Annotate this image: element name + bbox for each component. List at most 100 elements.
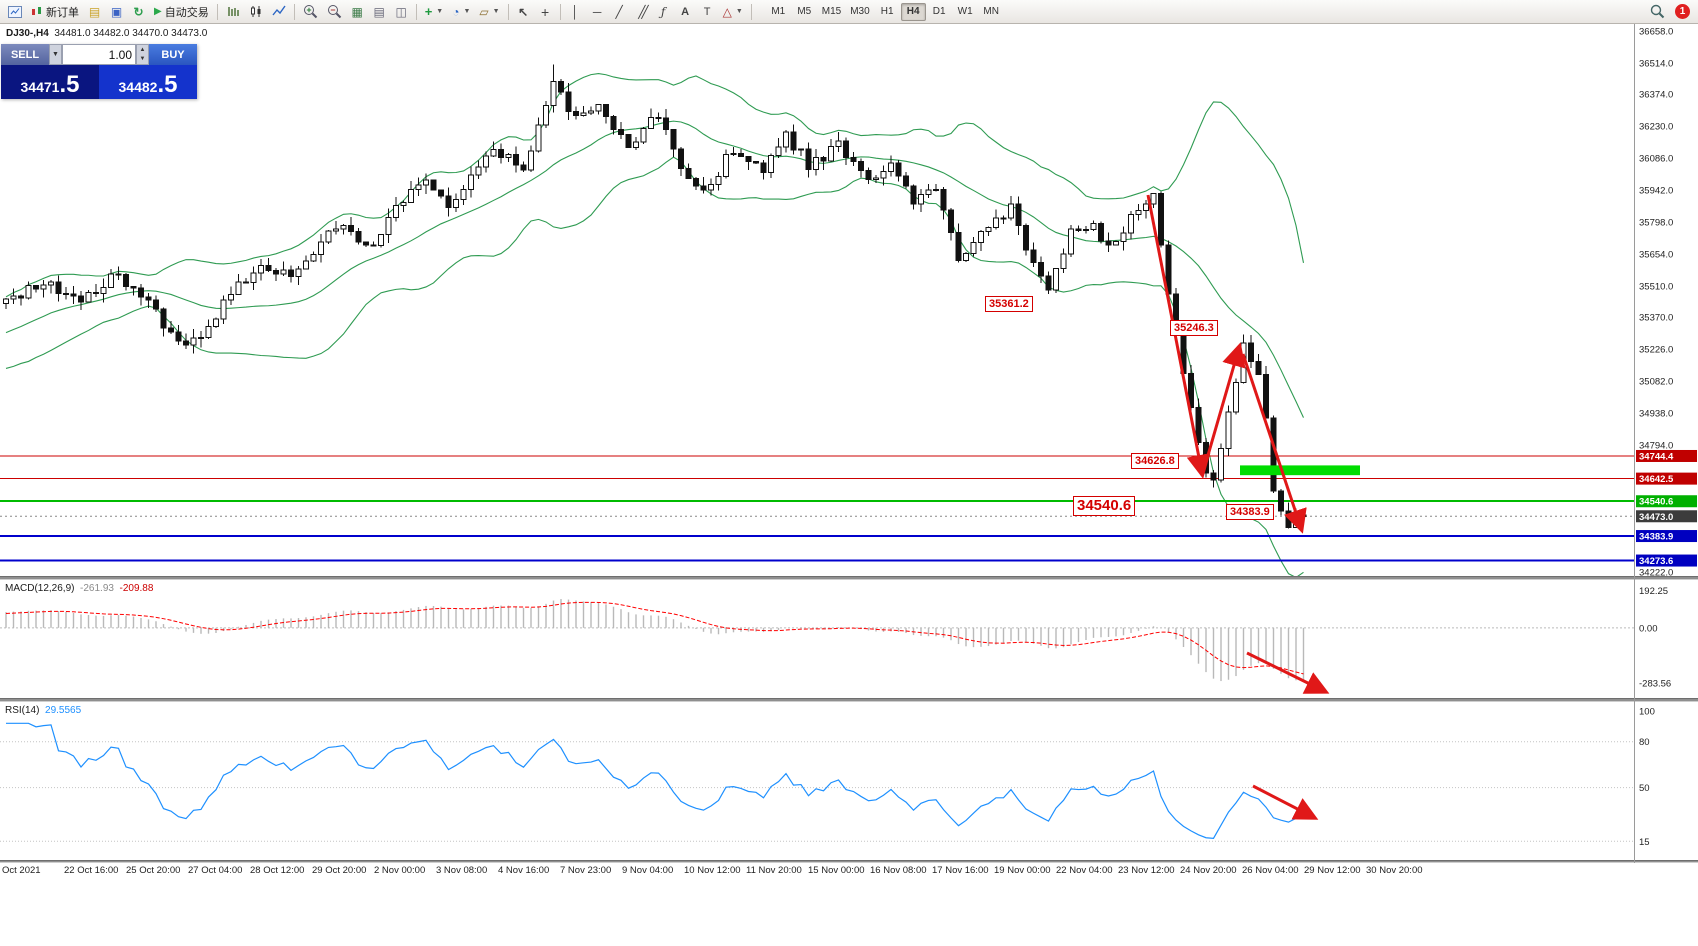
- zoom-out-icon[interactable]: [323, 2, 346, 22]
- main-chart-canvas[interactable]: 36658.0 36514.0 36374.0 36230.0 36086.0 35942…: [0, 24, 1698, 576]
- price-level-label: 34540.6: [1639, 497, 1673, 508]
- sell-button[interactable]: SELL: [1, 44, 49, 65]
- refresh-icon[interactable]: ↻: [133, 4, 144, 19]
- channel-icon[interactable]: ╱╱: [638, 4, 648, 19]
- candle-body: [318, 241, 324, 255]
- price-annotation[interactable]: 35361.2: [985, 296, 1033, 312]
- candle-body: [1225, 411, 1232, 450]
- trend-arrow[interactable]: [1252, 784, 1319, 820]
- time-label: 26 Nov 04:00: [1242, 865, 1299, 876]
- trendline-icon[interactable]: ╱: [615, 4, 623, 19]
- candle-body: [333, 228, 339, 232]
- autotrade-button[interactable]: ▶ 自动交易: [150, 2, 213, 22]
- candlestick-chart-icon[interactable]: [245, 2, 267, 22]
- candle-body: [108, 273, 114, 288]
- volume-input[interactable]: [62, 44, 136, 65]
- macd-label: MACD(12,26,9): [5, 583, 75, 594]
- notification-badge[interactable]: 1: [1675, 4, 1690, 19]
- chart-menu-icon[interactable]: [4, 2, 26, 22]
- text-tool-icon[interactable]: A: [681, 5, 690, 18]
- timeframe-m15[interactable]: M15: [821, 6, 842, 17]
- candle-body: [85, 291, 92, 303]
- templates-button[interactable]: ▱ ▼: [479, 4, 500, 19]
- zoom-in-icon[interactable]: [299, 2, 322, 22]
- volume-up-icon[interactable]: ▲: [139, 46, 146, 53]
- new-order-button[interactable]: 新订单: [27, 2, 83, 22]
- volume-down-icon[interactable]: ▼: [139, 56, 146, 63]
- buy-price[interactable]: 34482.5: [99, 65, 197, 99]
- timeframe-mn[interactable]: MN: [983, 6, 999, 17]
- price-annotation[interactable]: 34540.6: [1073, 496, 1136, 516]
- search-icon[interactable]: [1646, 2, 1669, 22]
- trend-arrow[interactable]: [1246, 651, 1330, 694]
- line-chart-icon[interactable]: [268, 2, 290, 22]
- bars-chart-icon[interactable]: [222, 2, 244, 22]
- sell-price[interactable]: 34471.5: [1, 65, 99, 99]
- macd-header: MACD(12,26,9) -261.93 -209.88: [5, 583, 153, 594]
- data-window-icon[interactable]: ▤: [373, 4, 385, 19]
- panel-separator[interactable]: [0, 698, 1698, 702]
- vertical-line-icon[interactable]: │: [571, 4, 579, 19]
- timeframe-m5[interactable]: M5: [797, 6, 812, 17]
- timeframe-d1[interactable]: D1: [932, 6, 946, 17]
- candle-body: [738, 152, 744, 157]
- candle-body: [963, 252, 969, 262]
- rsi-panel-canvas[interactable]: 100 80 50 15: [0, 702, 1698, 860]
- candle-body: [865, 170, 872, 180]
- candle-body: [415, 184, 422, 190]
- candle-body: [1233, 381, 1239, 413]
- candle-body: [385, 216, 392, 235]
- shapes-icon[interactable]: △ ▼: [722, 4, 743, 19]
- time-label: 22 Oct 16:00: [64, 865, 119, 876]
- candle-body: [760, 162, 767, 173]
- tile-windows-icon[interactable]: ▦: [351, 4, 363, 19]
- candle-body: [475, 166, 482, 176]
- timeframe-h4[interactable]: H4: [900, 2, 926, 21]
- candle-body: [648, 117, 654, 130]
- cursor-icon[interactable]: ↖: [518, 4, 529, 19]
- candle-body: [850, 157, 857, 162]
- price-annotation[interactable]: 34626.8: [1131, 453, 1179, 469]
- candle-body: [993, 217, 999, 228]
- price-level-label-bg: [1636, 510, 1697, 523]
- price-levels[interactable]: [0, 455, 1634, 562]
- timeframe-w1[interactable]: W1: [957, 6, 973, 17]
- candle-body: [820, 156, 827, 162]
- period-selector-button[interactable]: ◔ ▼: [452, 4, 471, 19]
- highlight-zone[interactable]: [1240, 465, 1360, 476]
- timeframe-h1[interactable]: H1: [880, 6, 894, 17]
- chart-area: 36658.0 36514.0 36374.0 36230.0 36086.0 35942…: [0, 24, 1698, 946]
- timeframe-m30[interactable]: M30: [850, 6, 870, 17]
- price-annotation[interactable]: 34383.9: [1226, 504, 1274, 520]
- candle-body: [78, 295, 84, 303]
- volume-stepper[interactable]: ▲ ▼: [136, 44, 149, 65]
- candle-body: [63, 292, 69, 295]
- label-tool-icon[interactable]: T: [703, 5, 711, 18]
- market-icon[interactable]: ▤: [88, 4, 101, 19]
- crosshair-icon[interactable]: +: [541, 3, 550, 20]
- candle-body: [768, 155, 774, 173]
- time-label: 7 Nov 23:00: [560, 865, 612, 876]
- rsi-label: RSI(14): [5, 705, 40, 716]
- candle-body: [843, 140, 849, 159]
- buy-button[interactable]: BUY: [149, 44, 197, 65]
- time-axis[interactable]: Oct 2021 22 Oct 16:00 25 Oct 20:00 27 Oct 0…: [0, 865, 1634, 883]
- new-order-icon: [32, 6, 41, 15]
- macd-histogram: [5, 599, 1305, 682]
- macd-panel-canvas[interactable]: 192.25 0.00 -283.56: [0, 580, 1698, 698]
- candle-body: [160, 308, 167, 329]
- panel-separator[interactable]: [0, 576, 1698, 580]
- timeframe-m1[interactable]: M1: [771, 6, 786, 17]
- sell-dropdown-icon[interactable]: ▼: [49, 44, 62, 65]
- new-chart-button[interactable]: + ▼: [424, 4, 444, 19]
- navigator-icon[interactable]: ◫: [395, 4, 407, 19]
- signals-icon[interactable]: ▣: [110, 4, 123, 19]
- symbol-info: DJ30-,H4 34481.0 34482.0 34470.0 34473.0: [6, 28, 207, 39]
- horizontal-line-icon[interactable]: ─: [592, 4, 602, 19]
- fibonacci-icon[interactable]: ƒ: [660, 4, 666, 19]
- candles-layer[interactable]: [3, 64, 1307, 529]
- candle-body: [250, 272, 257, 284]
- toolbar-right: 1: [1646, 2, 1694, 22]
- price-annotation[interactable]: 35246.3: [1170, 320, 1218, 336]
- candle-body: [325, 230, 332, 243]
